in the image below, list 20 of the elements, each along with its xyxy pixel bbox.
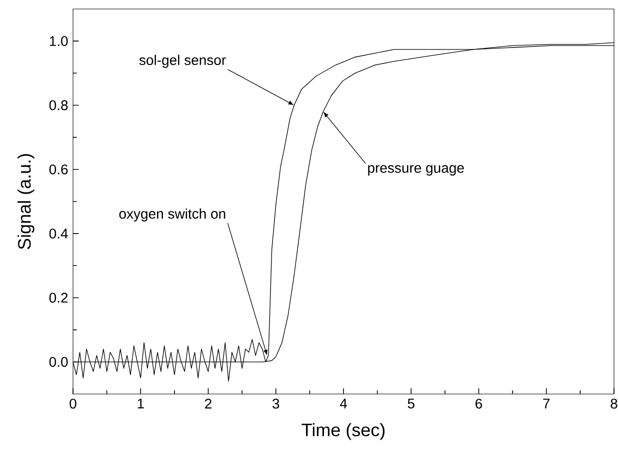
y-tick-label: 0.2 xyxy=(49,292,68,303)
y-axis-title: Signal (a.u.) xyxy=(18,154,34,250)
y-tick-label: 0.4 xyxy=(49,228,68,239)
x-tick-label: 4 xyxy=(340,398,347,408)
x-tick-label: 0 xyxy=(70,398,76,409)
x-tick-label: 6 xyxy=(476,398,482,409)
y-tick-label: 0.0 xyxy=(49,356,68,367)
x-tick-label: 5 xyxy=(408,398,414,408)
y-tick-label: 0.8 xyxy=(49,100,68,110)
x-tick-label: 3 xyxy=(272,398,280,409)
x-tick-label: 1 xyxy=(138,398,144,408)
x-tick-label: 2 xyxy=(205,398,212,408)
annotation: sol-gel sensor xyxy=(139,54,226,68)
y-tick-label: 0.6 xyxy=(49,164,68,174)
annotation: pressure guage xyxy=(368,165,464,176)
x-tick-label: 8 xyxy=(610,398,618,409)
x-tick-label: 7 xyxy=(543,398,550,408)
annotation: oxygen switch on xyxy=(119,208,226,222)
y-tick-label: 1.0 xyxy=(50,36,68,46)
x-axis-title: Time (sec) xyxy=(302,423,385,440)
